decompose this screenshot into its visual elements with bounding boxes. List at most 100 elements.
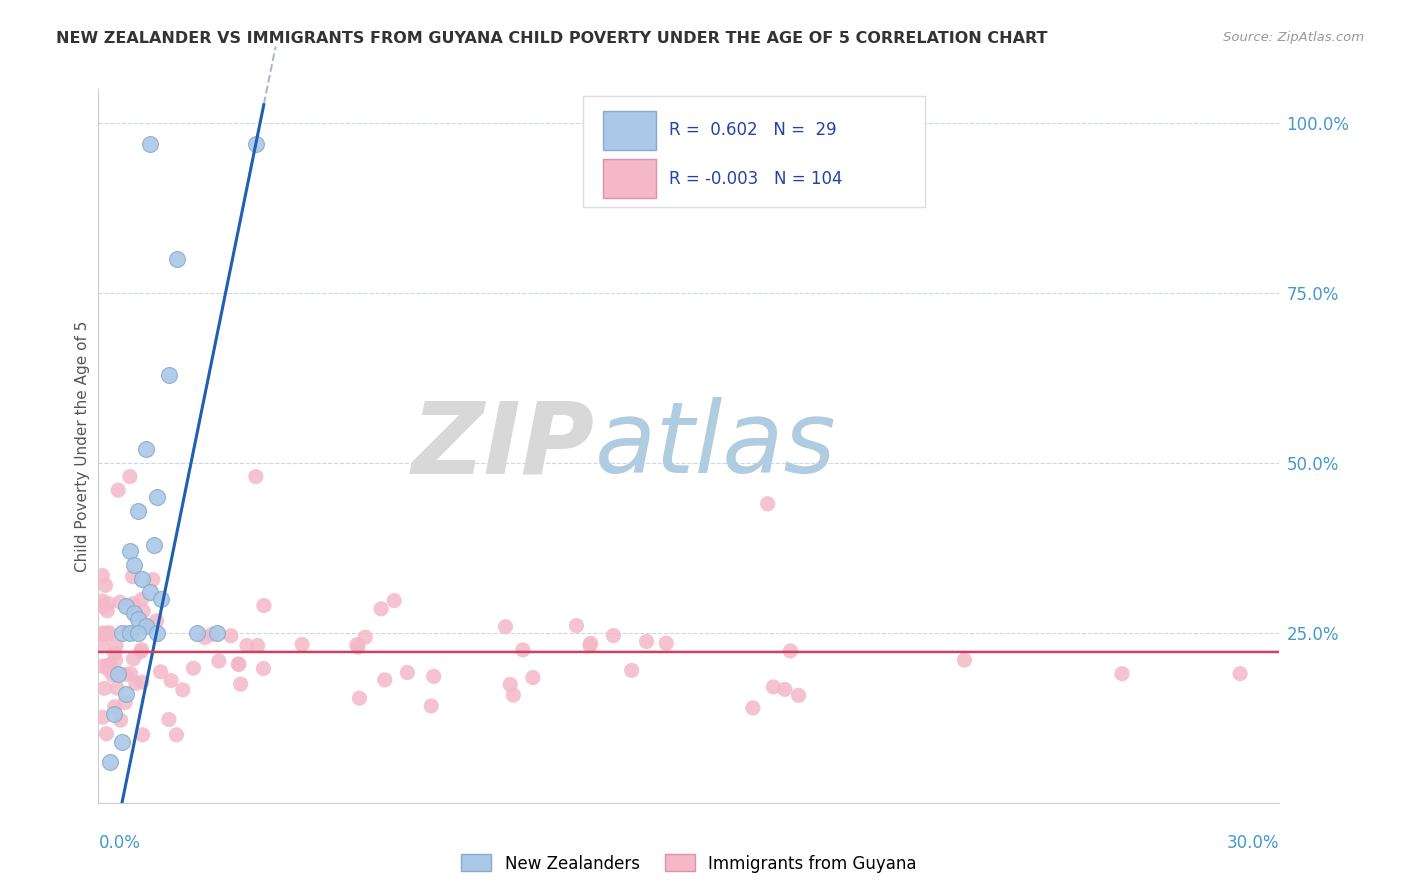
Point bbox=[347, 640, 370, 654]
Point bbox=[131, 572, 153, 586]
Point bbox=[127, 503, 149, 517]
Point bbox=[96, 626, 118, 640]
Point bbox=[228, 657, 250, 672]
Point bbox=[762, 680, 785, 694]
Point bbox=[219, 629, 242, 643]
Point bbox=[756, 497, 779, 511]
Point bbox=[105, 681, 128, 695]
Point bbox=[142, 573, 165, 587]
Point bbox=[118, 626, 141, 640]
Point bbox=[236, 639, 259, 653]
Point bbox=[93, 681, 115, 696]
Point bbox=[118, 469, 141, 483]
Point bbox=[111, 626, 134, 640]
Point bbox=[579, 636, 602, 650]
Text: R = -0.003   N = 104: R = -0.003 N = 104 bbox=[669, 169, 842, 188]
Point bbox=[101, 668, 124, 682]
Point bbox=[208, 654, 231, 668]
Point bbox=[97, 625, 120, 640]
Point bbox=[186, 626, 208, 640]
Point bbox=[150, 591, 173, 606]
Point bbox=[127, 612, 149, 626]
Point bbox=[579, 639, 602, 653]
Point bbox=[246, 639, 269, 653]
Legend: New Zealanders, Immigrants from Guyana: New Zealanders, Immigrants from Guyana bbox=[454, 847, 924, 880]
Point bbox=[253, 599, 276, 613]
Point bbox=[201, 627, 224, 641]
Point bbox=[205, 626, 228, 640]
Point bbox=[512, 643, 534, 657]
Point bbox=[354, 630, 377, 644]
Bar bbox=[603, 111, 655, 150]
Point bbox=[97, 663, 120, 677]
Point bbox=[495, 620, 517, 634]
Point bbox=[131, 592, 153, 607]
Point bbox=[121, 570, 143, 584]
Point bbox=[97, 597, 120, 611]
Point bbox=[98, 755, 121, 769]
Point bbox=[370, 602, 392, 616]
Point bbox=[145, 614, 167, 628]
Point bbox=[229, 677, 252, 691]
Point bbox=[1229, 666, 1251, 681]
Text: atlas: atlas bbox=[595, 398, 837, 494]
Point bbox=[1111, 666, 1133, 681]
Point bbox=[636, 634, 658, 648]
Point bbox=[91, 594, 114, 608]
Point bbox=[149, 665, 172, 679]
Point bbox=[135, 619, 157, 633]
Point bbox=[96, 604, 118, 618]
Point bbox=[105, 638, 128, 652]
Point bbox=[773, 682, 796, 697]
Point bbox=[382, 593, 405, 607]
Point bbox=[396, 665, 419, 680]
Point bbox=[953, 653, 976, 667]
Point bbox=[779, 644, 801, 658]
Point bbox=[226, 657, 249, 672]
Point bbox=[565, 618, 588, 632]
Point bbox=[374, 673, 396, 687]
Point bbox=[291, 637, 314, 651]
Point bbox=[131, 675, 153, 690]
Point bbox=[110, 713, 132, 727]
Point bbox=[125, 676, 148, 690]
Point bbox=[620, 664, 643, 678]
Point bbox=[120, 666, 142, 681]
Point bbox=[135, 442, 157, 457]
Point bbox=[122, 606, 145, 620]
Point bbox=[146, 490, 169, 504]
Point bbox=[97, 627, 120, 641]
Point bbox=[138, 136, 160, 151]
Point bbox=[502, 688, 524, 702]
Point bbox=[157, 368, 180, 382]
Point bbox=[160, 673, 183, 688]
Point bbox=[131, 728, 153, 742]
Point bbox=[157, 713, 180, 727]
Point bbox=[422, 669, 444, 683]
Point bbox=[91, 627, 114, 641]
Point bbox=[166, 252, 188, 266]
Point bbox=[122, 651, 145, 665]
Point bbox=[107, 483, 129, 498]
Point bbox=[245, 136, 267, 151]
Point bbox=[98, 657, 121, 672]
Point bbox=[194, 631, 217, 645]
Point bbox=[115, 687, 138, 701]
Text: Source: ZipAtlas.com: Source: ZipAtlas.com bbox=[1223, 31, 1364, 45]
Point bbox=[107, 666, 129, 681]
Point bbox=[91, 568, 114, 582]
Point bbox=[108, 595, 131, 609]
Point bbox=[131, 642, 153, 657]
Point bbox=[183, 661, 205, 675]
Point bbox=[104, 646, 127, 660]
Point bbox=[91, 639, 114, 653]
Point bbox=[114, 667, 136, 681]
Point bbox=[252, 661, 274, 675]
Point bbox=[741, 701, 763, 715]
Point bbox=[138, 618, 160, 632]
Point bbox=[104, 665, 127, 680]
Text: NEW ZEALANDER VS IMMIGRANTS FROM GUYANA CHILD POVERTY UNDER THE AGE OF 5 CORRELA: NEW ZEALANDER VS IMMIGRANTS FROM GUYANA … bbox=[56, 31, 1047, 46]
Point bbox=[115, 599, 138, 613]
Y-axis label: Child Poverty Under the Age of 5: Child Poverty Under the Age of 5 bbox=[75, 320, 90, 572]
Point bbox=[142, 537, 165, 551]
